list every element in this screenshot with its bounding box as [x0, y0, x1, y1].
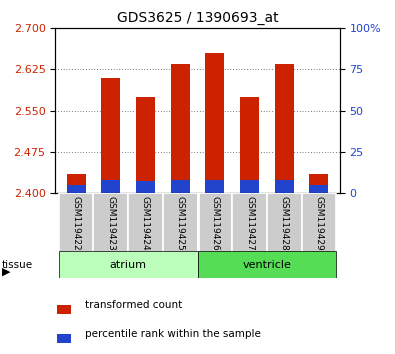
Bar [57, 304, 71, 314]
Text: percentile rank within the sample: percentile rank within the sample [85, 329, 261, 339]
Bar [67, 185, 86, 193]
Bar [309, 185, 328, 193]
Bar [171, 180, 190, 193]
Bar [240, 180, 259, 193]
Text: GSM119425: GSM119425 [176, 196, 184, 250]
Bar [198, 251, 336, 278]
Bar [101, 180, 120, 193]
Title: GDS3625 / 1390693_at: GDS3625 / 1390693_at [117, 11, 278, 24]
Text: GSM119428: GSM119428 [280, 196, 289, 250]
Bar [57, 334, 71, 343]
Bar [94, 193, 128, 253]
Bar [163, 193, 198, 253]
Text: ▶: ▶ [2, 267, 11, 277]
Bar [198, 193, 232, 253]
Bar [136, 181, 155, 193]
Text: tissue: tissue [2, 261, 33, 270]
Text: atrium: atrium [110, 259, 147, 270]
Bar [59, 251, 197, 278]
Text: GSM119422: GSM119422 [71, 196, 81, 250]
Text: ventricle: ventricle [243, 259, 291, 270]
Bar [275, 180, 294, 193]
Bar [128, 193, 163, 253]
Text: GSM119427: GSM119427 [245, 196, 254, 250]
Bar [67, 174, 86, 193]
Bar [101, 78, 120, 193]
Text: GSM119423: GSM119423 [106, 196, 115, 250]
Bar [267, 193, 301, 253]
Text: GSM119426: GSM119426 [211, 196, 219, 250]
Text: GSM119429: GSM119429 [314, 196, 324, 250]
Text: GSM119424: GSM119424 [141, 196, 150, 250]
Bar [240, 97, 259, 193]
Bar [171, 64, 190, 193]
Text: transformed count: transformed count [85, 299, 182, 310]
Bar [275, 64, 294, 193]
Bar [205, 180, 224, 193]
Bar [205, 53, 224, 193]
Bar [309, 174, 328, 193]
Bar [59, 193, 94, 253]
Bar [301, 193, 336, 253]
Bar [136, 97, 155, 193]
Bar [232, 193, 267, 253]
